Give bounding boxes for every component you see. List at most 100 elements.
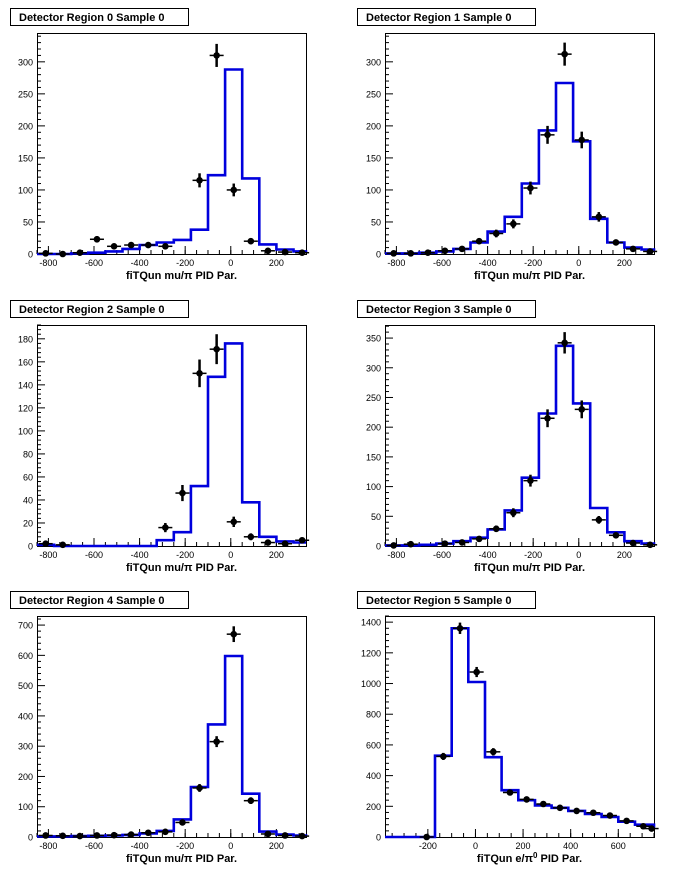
- x-tick-label: 0: [228, 841, 233, 851]
- y-tick-label: 200: [18, 772, 33, 782]
- title-box: [357, 8, 536, 26]
- x-tick-label: -200: [419, 841, 437, 851]
- data-point: [419, 833, 434, 841]
- data-marker: [423, 833, 430, 841]
- data-marker: [264, 539, 272, 546]
- data-marker: [230, 630, 238, 638]
- data-marker: [196, 177, 203, 184]
- x-tick-label: -800: [387, 550, 405, 560]
- data-marker: [247, 797, 255, 804]
- data-marker: [179, 489, 186, 497]
- data-marker: [458, 245, 466, 253]
- y-tick-label: 180: [18, 334, 33, 344]
- chart-panel-2: Detector Region 2 Sample 0 0 20 40 60 80 100 12…: [10, 300, 310, 574]
- data-marker: [390, 250, 397, 257]
- data-point: [523, 474, 538, 487]
- data-marker: [42, 250, 49, 257]
- y-tick-label: 700: [18, 621, 33, 631]
- y-tick-label: 600: [366, 740, 381, 750]
- data-point: [636, 822, 651, 830]
- data-marker: [59, 541, 67, 549]
- data-marker: [196, 370, 203, 377]
- y-tick-label: 150: [18, 153, 33, 163]
- x-axis-label: fiTQun mu/π PID Par.: [474, 270, 585, 282]
- data-marker: [595, 213, 603, 221]
- y-tick-label: 0: [376, 542, 381, 552]
- data-marker: [162, 243, 169, 250]
- mc-histogram: [385, 627, 656, 839]
- y-tick-label: 50: [371, 512, 381, 522]
- data-point: [38, 250, 53, 257]
- title-box: [357, 591, 536, 609]
- title-box: [357, 300, 536, 318]
- data-marker: [162, 828, 169, 836]
- data-marker: [230, 518, 238, 526]
- data-point: [209, 43, 224, 67]
- plot-frame: [37, 325, 307, 547]
- y-tick-label: 0: [376, 833, 381, 843]
- data-point: [608, 239, 623, 246]
- data-marker: [456, 624, 464, 632]
- data-point: [124, 831, 139, 838]
- data-point: [209, 736, 224, 748]
- data-marker: [93, 832, 101, 839]
- y-tick-label: 0: [28, 542, 33, 552]
- y-tick-label: 100: [366, 185, 381, 195]
- data-marker: [510, 220, 517, 228]
- y-tick-label: 300: [366, 363, 381, 373]
- y-tick-label: 600: [18, 651, 33, 661]
- y-tick-label: 1400: [361, 618, 381, 628]
- data-point: [455, 245, 470, 253]
- y-tick-label: 20: [23, 518, 33, 528]
- y-tick-label: 300: [18, 57, 33, 67]
- data-marker: [213, 738, 220, 745]
- data-marker: [544, 414, 551, 422]
- data-marker: [540, 800, 547, 808]
- data-marker: [523, 796, 530, 803]
- data-marker: [629, 539, 637, 547]
- data-marker: [458, 539, 466, 546]
- x-tick-label: -200: [524, 550, 542, 560]
- chart-panel-4: Detector Region 4 Sample 0 0 100 200 300 400 5…: [10, 591, 310, 865]
- data-point: [455, 539, 470, 546]
- x-tick-label: -400: [131, 550, 149, 560]
- y-tick-label: 100: [18, 426, 33, 436]
- data-point: [295, 249, 310, 257]
- data-marker: [162, 524, 169, 531]
- data-point: [489, 229, 504, 238]
- data-point: [107, 243, 122, 250]
- y-tick-label: 1200: [361, 648, 381, 658]
- y-tick-label: 350: [366, 334, 381, 344]
- chart-panel-3: Detector Region 3 Sample 0 0 50 100 150 200 25…: [357, 300, 658, 574]
- data-marker: [59, 250, 67, 258]
- data-marker: [589, 809, 597, 817]
- x-tick-label: -600: [433, 550, 451, 560]
- x-tick-label: -800: [39, 841, 57, 851]
- data-point: [295, 536, 310, 544]
- y-tick-label: 400: [18, 711, 33, 721]
- data-point: [420, 249, 435, 257]
- y-tick-label: 400: [366, 771, 381, 781]
- data-point: [437, 540, 452, 547]
- data-point: [540, 125, 555, 144]
- title-box: [10, 8, 189, 26]
- data-point: [243, 533, 258, 541]
- x-tick-label: 200: [269, 550, 284, 560]
- x-tick-label: -200: [524, 258, 542, 268]
- y-tick-label: 100: [18, 802, 33, 812]
- data-marker: [490, 748, 497, 756]
- data-marker: [390, 542, 397, 549]
- data-point: [557, 42, 572, 66]
- y-tick-label: 200: [366, 121, 381, 131]
- y-tick-label: 0: [376, 250, 381, 260]
- data-point: [278, 540, 293, 547]
- y-tick-label: 60: [23, 472, 33, 482]
- data-marker: [544, 131, 551, 139]
- data-point: [386, 542, 401, 549]
- data-point: [436, 752, 451, 760]
- data-point: [608, 532, 623, 539]
- data-point: [506, 508, 521, 518]
- data-marker: [230, 186, 238, 194]
- chart-title: Detector Region 1 Sample 0: [366, 12, 512, 24]
- data-point: [591, 212, 606, 222]
